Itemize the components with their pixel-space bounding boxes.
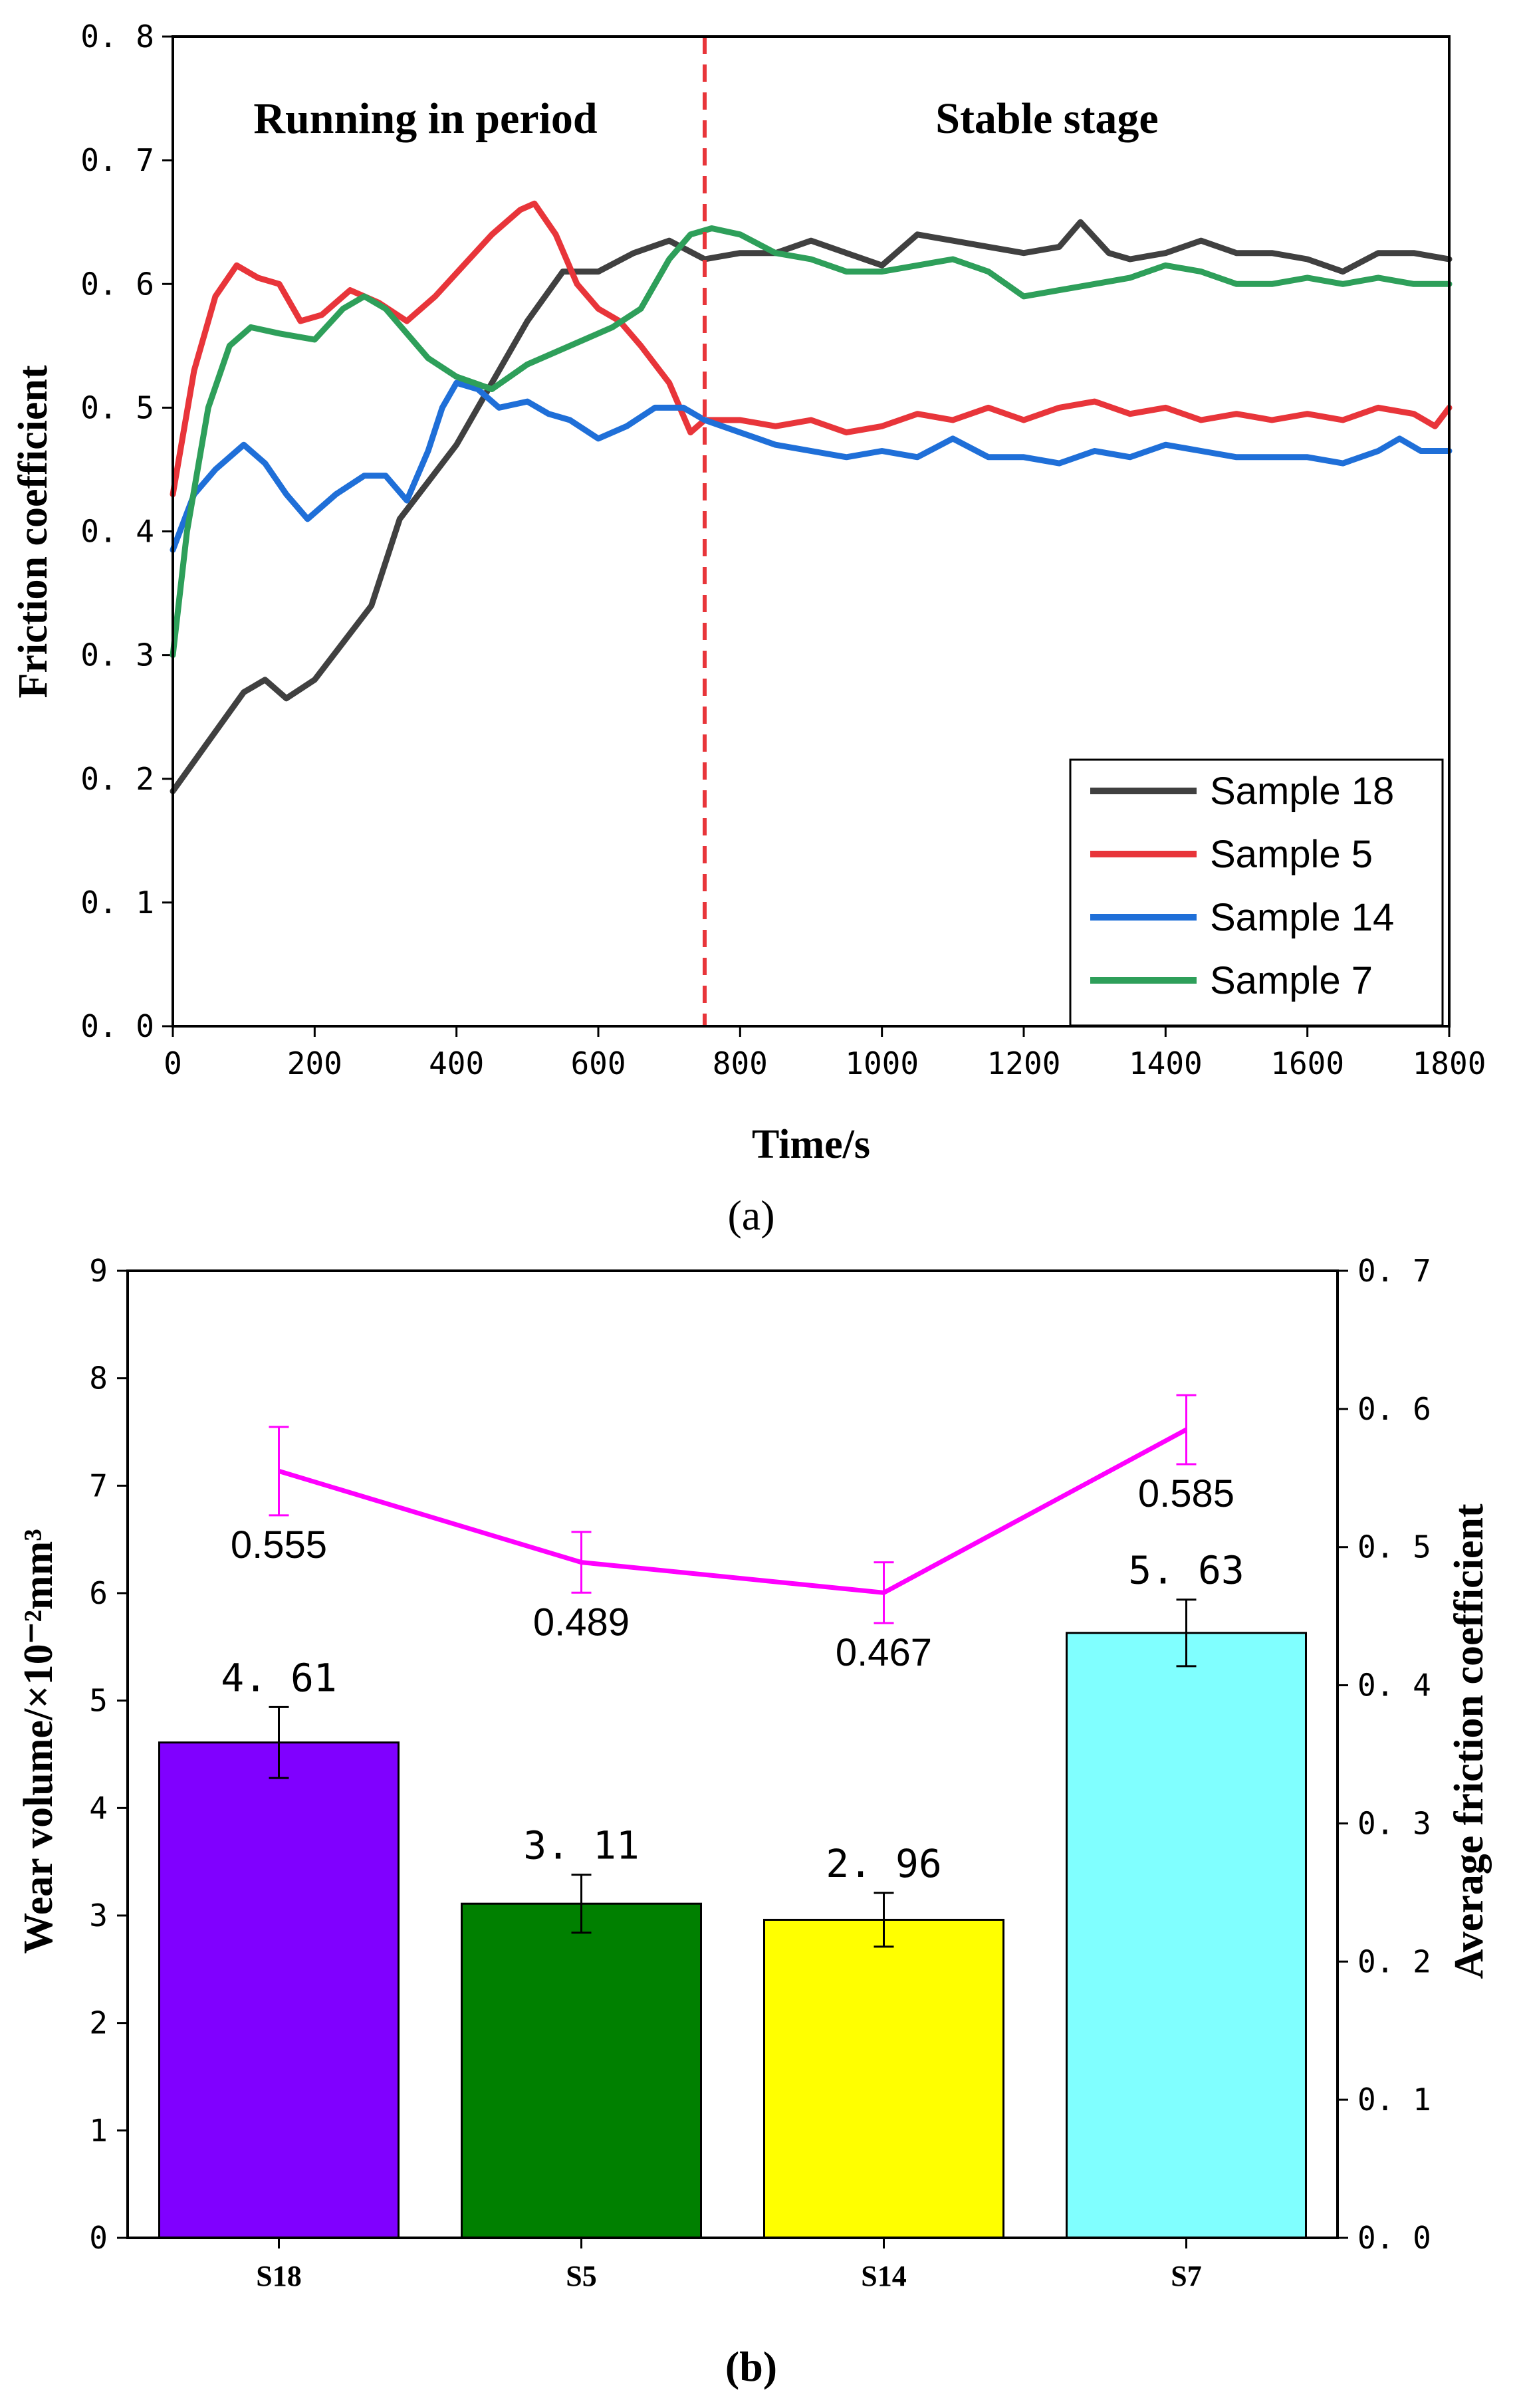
- friction-value-label: 0.489: [533, 1600, 630, 1644]
- y-tick-label: 0. 5: [80, 389, 154, 425]
- wear-bar: [461, 1902, 702, 2239]
- y-tick-label-right: 0. 0: [1357, 2220, 1431, 2256]
- legend-entry: Sample 14: [1210, 896, 1394, 939]
- y-tick-label-left: 6: [89, 1575, 108, 1611]
- legend-entry: Sample 18: [1210, 770, 1394, 813]
- y-tick-label: 0. 3: [80, 637, 154, 673]
- y-tick-label-left: 9: [89, 1253, 108, 1289]
- y-tick-label-right: 0. 3: [1357, 1805, 1431, 1841]
- friction-line: [278, 1427, 1188, 1595]
- y-tick-label: 0. 2: [80, 761, 154, 797]
- x-tick-label: 1800: [1413, 1045, 1486, 1081]
- y-tick-label-right: 0. 5: [1357, 1529, 1431, 1565]
- panel-a-friction-chart: 0 200 400 600 800 1000 1200 1400 1600 1800 0. 0 0. …: [11, 19, 1486, 1239]
- bar-value-label: 5. 63: [1128, 1548, 1244, 1593]
- y-tick-label-left: 3: [89, 1898, 108, 1933]
- y-tick-label: 0. 6: [80, 266, 154, 302]
- y-tick-label: 0. 7: [80, 142, 154, 178]
- annotation-stable-stage: Stable stage: [935, 94, 1158, 143]
- friction-value-label: 0.467: [836, 1631, 932, 1674]
- legend: Sample 18 Sample 5 Sample 14 Sample 7: [1090, 770, 1394, 1002]
- category-label: S14: [861, 2260, 906, 2292]
- y-tick-label-right: 0. 4: [1357, 1668, 1431, 1703]
- panel-b-axes: 0 1 2 3 4 5 6 7 8 9 0. 0 0. 1 0. 2 0. 3 0. 4 0. 5 0. 6 0.…: [89, 1253, 1431, 2292]
- category-label: S5: [566, 2260, 596, 2292]
- y-tick-label-right: 0. 1: [1357, 2082, 1431, 2118]
- bar-value-label: 3. 11: [523, 1823, 640, 1868]
- x-tick-label: 600: [570, 1045, 626, 1081]
- x-tick-label: 400: [429, 1045, 484, 1081]
- x-tick-label: 1000: [845, 1045, 919, 1081]
- panel-b-wear-chart: 0 1 2 3 4 5 6 7 8 9 0. 0 0. 1 0. 2 0. 3 0. 4 0. 5 0. 6 0.…: [16, 1253, 1492, 2390]
- panel-a-series-group: [170, 200, 1453, 794]
- wear-bar: [158, 1741, 400, 2239]
- y-tick-label-left: 7: [89, 1468, 108, 1503]
- wear-bar: [763, 1918, 1004, 2239]
- y-tick-label-right: 0. 6: [1357, 1391, 1431, 1427]
- panel-a-caption: (a): [727, 1192, 774, 1239]
- y-tick-label: 0. 8: [80, 19, 154, 55]
- bar-value-label: 4. 61: [221, 1655, 337, 1700]
- legend-entry: Sample 7: [1210, 959, 1373, 1002]
- panel-b-caption: (b): [725, 2343, 777, 2390]
- y-tick-label: 0. 1: [80, 885, 154, 921]
- category-label: S18: [256, 2260, 301, 2292]
- panel-a-frame: [172, 35, 1451, 1028]
- x-tick-label: 1400: [1129, 1045, 1203, 1081]
- y-axis-label-left: Wear volume/×10⁻²mm³: [16, 1529, 61, 1954]
- y-tick-label-left: 5: [89, 1683, 108, 1719]
- y-axis-label: Friction coefficient: [11, 365, 56, 698]
- y-tick-label: 0. 0: [80, 1008, 154, 1044]
- x-tick-label: 800: [713, 1045, 768, 1081]
- series-line-sample-5: [170, 200, 1453, 498]
- friction-value-label: 0.555: [231, 1523, 327, 1567]
- series-line-sample-14: [170, 380, 1453, 553]
- x-tick-label: 200: [287, 1045, 342, 1081]
- annotation-running-in: Running in period: [253, 94, 597, 143]
- legend-entry: Sample 5: [1210, 833, 1373, 876]
- y-tick-label-left: 0: [89, 2220, 108, 2256]
- y-axis-label-right: Average friction coefficient: [1447, 1503, 1492, 1979]
- friction-value-label: 0.585: [1138, 1472, 1234, 1515]
- series-line-sample-7: [170, 225, 1453, 659]
- category-label: S7: [1171, 2260, 1201, 2292]
- y-tick-label-right: 0. 7: [1357, 1253, 1431, 1289]
- x-axis-label: Time/s: [752, 1122, 870, 1167]
- y-tick-label: 0. 4: [80, 514, 154, 550]
- series-line-sample-18: [170, 219, 1453, 794]
- y-tick-label-left: 2: [89, 2005, 108, 2041]
- panel-a-axes: 0 200 400 600 800 1000 1200 1400 1600 1800 0. 0 0. …: [80, 19, 1486, 1081]
- bar-value-label: 2. 96: [826, 1841, 942, 1886]
- y-tick-label-left: 4: [89, 1790, 108, 1826]
- x-tick-label: 1600: [1270, 1045, 1344, 1081]
- y-tick-label-left: 8: [89, 1361, 108, 1396]
- x-tick-label: 0: [164, 1045, 182, 1081]
- panel-b-frame: [126, 1269, 1339, 2239]
- panel-b-bars-group: 4. 61 3. 11 2. 96 5. 63: [158, 1548, 1307, 2239]
- wear-bar: [1066, 1632, 1307, 2239]
- y-tick-label-right: 0. 2: [1357, 1943, 1431, 1979]
- y-tick-label-left: 1: [89, 2112, 108, 2148]
- panel-b-friction-line-group: 0.555 0.489 0.467 0.585: [231, 1394, 1234, 1674]
- x-tick-label: 1200: [987, 1045, 1061, 1081]
